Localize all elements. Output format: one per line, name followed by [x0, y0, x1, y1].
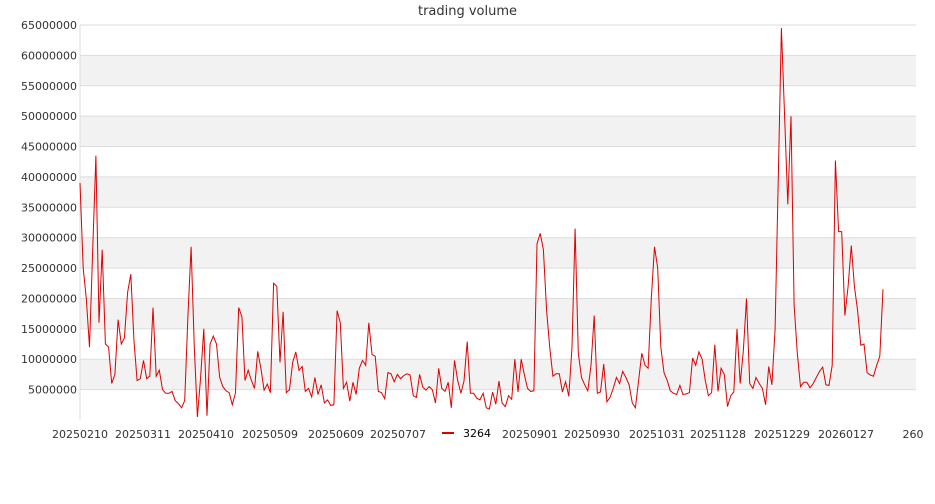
- grid-band: [80, 237, 916, 269]
- y-tick-label: 50000000: [21, 110, 77, 123]
- grid-band: [80, 176, 916, 208]
- x-tick-label: 260: [903, 428, 924, 441]
- x-tick-label: 20250707: [370, 428, 426, 441]
- x-tick-label: 20260127: [818, 428, 874, 441]
- y-tick-label: 65000000: [21, 19, 77, 32]
- y-tick-label: 20000000: [21, 292, 77, 305]
- y-tick-label: 35000000: [21, 201, 77, 214]
- y-tick-label: 15000000: [21, 323, 77, 336]
- y-tick-label: 40000000: [21, 171, 77, 184]
- x-tick-label: 20250930: [564, 428, 620, 441]
- grid-band: [80, 298, 916, 329]
- x-tick-label: 20250311: [115, 428, 171, 441]
- y-tick-label: 55000000: [21, 80, 77, 93]
- y-tick-label: 60000000: [21, 49, 77, 62]
- x-tick-label: 20250210: [52, 428, 108, 441]
- y-tick-label: 25000000: [21, 262, 77, 275]
- x-tick-label: 20251128: [690, 428, 746, 441]
- y-tick-label: 30000000: [21, 232, 77, 245]
- x-tick-label: 20250410: [178, 428, 234, 441]
- x-tick-label: 20250901: [502, 428, 558, 441]
- grid-band: [80, 55, 916, 86]
- y-tick-label: 5000000: [28, 384, 77, 397]
- x-tick-label: 20250509: [242, 428, 298, 441]
- x-tick-label: 20250609: [308, 428, 364, 441]
- chart-title: trading volume: [417, 4, 518, 19]
- y-tick-label: 10000000: [21, 353, 77, 366]
- y-tick-label: 45000000: [21, 141, 77, 154]
- x-tick-label: 20251031: [629, 428, 685, 441]
- x-tick-label: 20251229: [754, 428, 810, 441]
- legend-label-3264: 3264: [463, 427, 491, 440]
- series-line-3264: [79, 27, 884, 418]
- grid-band: [80, 116, 916, 147]
